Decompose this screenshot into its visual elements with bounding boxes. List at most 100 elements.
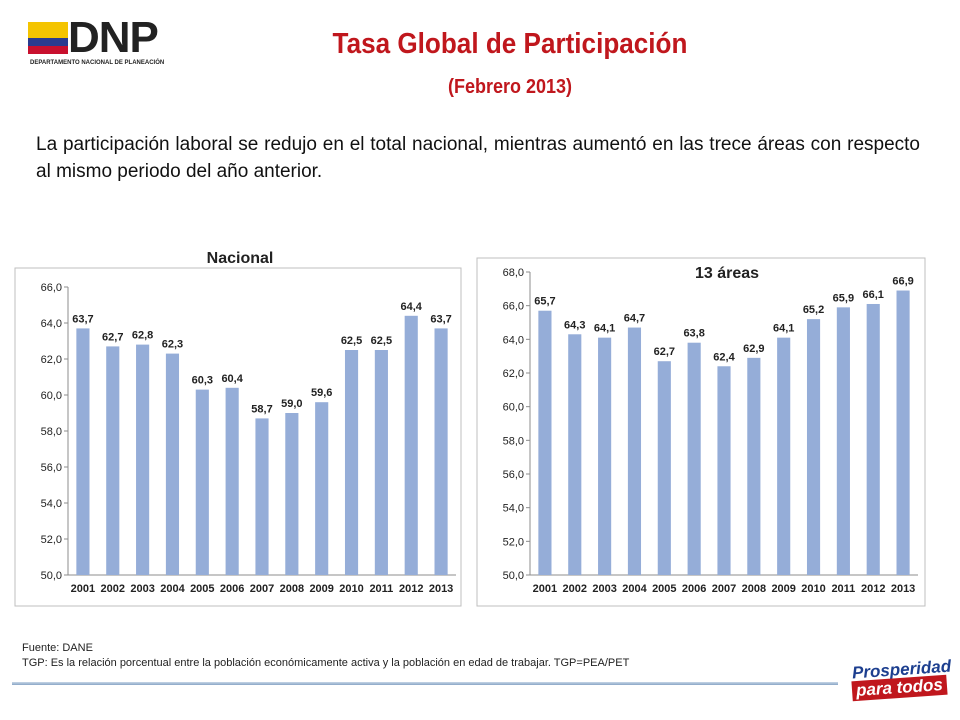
x-tick-label: 2008 bbox=[742, 583, 766, 595]
data-label: 62,4 bbox=[713, 351, 735, 363]
y-tick-label: 52,0 bbox=[41, 534, 62, 546]
y-tick-label: 62,0 bbox=[41, 354, 62, 366]
x-tick-label: 2012 bbox=[399, 583, 423, 595]
bar-2003 bbox=[598, 337, 612, 575]
x-tick-label: 2005 bbox=[190, 583, 214, 595]
y-tick-label: 56,0 bbox=[41, 462, 62, 474]
logo-text: DNP bbox=[68, 13, 159, 62]
x-tick-label: 2009 bbox=[309, 583, 333, 595]
data-label: 66,1 bbox=[863, 289, 884, 301]
y-tick-label: 60,0 bbox=[41, 390, 62, 402]
x-tick-label: 2008 bbox=[280, 583, 304, 595]
y-tick-label: 66,0 bbox=[503, 301, 524, 313]
x-tick-label: 2013 bbox=[891, 583, 915, 595]
bar-2004 bbox=[627, 327, 642, 575]
x-tick-label: 2005 bbox=[652, 583, 676, 595]
data-label: 59,6 bbox=[311, 387, 332, 399]
x-tick-label: 2002 bbox=[101, 583, 125, 595]
x-tick-label: 2002 bbox=[563, 583, 587, 595]
bar-2013 bbox=[896, 290, 910, 575]
bar-2013 bbox=[434, 328, 448, 575]
y-tick-label: 54,0 bbox=[503, 503, 524, 515]
data-label: 59,0 bbox=[281, 398, 302, 410]
data-label: 64,7 bbox=[624, 313, 645, 325]
y-tick-label: 64,0 bbox=[503, 334, 524, 346]
y-tick-label: 56,0 bbox=[503, 469, 524, 481]
colombia-flag-icon bbox=[28, 22, 68, 54]
data-label: 62,3 bbox=[162, 339, 183, 351]
data-label: 62,5 bbox=[341, 335, 362, 347]
data-label: 64,3 bbox=[564, 319, 585, 331]
x-tick-label: 2011 bbox=[831, 583, 855, 595]
bar-2012 bbox=[404, 315, 418, 575]
data-label: 62,7 bbox=[102, 331, 123, 343]
data-label: 62,8 bbox=[132, 330, 153, 342]
chart-frame bbox=[476, 257, 926, 607]
bar-2003 bbox=[136, 344, 150, 575]
data-label: 62,5 bbox=[371, 335, 392, 347]
y-tick-label: 54,0 bbox=[41, 498, 62, 510]
data-label: 65,7 bbox=[534, 296, 555, 308]
bar-2005 bbox=[657, 361, 671, 575]
data-label: 62,9 bbox=[743, 343, 764, 355]
data-label: 60,3 bbox=[192, 375, 213, 387]
prosperidad-logo: Prosperidad para todos bbox=[846, 656, 952, 706]
bar-2005 bbox=[195, 389, 209, 575]
chart-frame bbox=[14, 267, 462, 607]
data-label: 64,4 bbox=[401, 301, 423, 313]
x-tick-label: 2007 bbox=[712, 583, 736, 595]
bar-2007 bbox=[255, 418, 269, 575]
data-label: 65,9 bbox=[833, 292, 854, 304]
bar-2001 bbox=[76, 328, 90, 575]
data-label: 65,2 bbox=[803, 304, 824, 316]
bar-2006 bbox=[225, 387, 239, 575]
x-tick-label: 2004 bbox=[160, 583, 185, 595]
y-tick-label: 58,0 bbox=[503, 435, 524, 447]
x-tick-label: 2012 bbox=[861, 583, 885, 595]
data-label: 62,7 bbox=[654, 346, 675, 358]
bar-2009 bbox=[315, 402, 329, 575]
data-label: 60,4 bbox=[221, 373, 243, 385]
x-tick-label: 2003 bbox=[130, 583, 154, 595]
chart-title: 13 áreas bbox=[695, 265, 759, 282]
bar-2011 bbox=[836, 307, 850, 575]
bar-2009 bbox=[777, 337, 791, 575]
x-tick-label: 2010 bbox=[801, 583, 825, 595]
tgp-definition: TGP: Es la relación porcentual entre la … bbox=[22, 657, 630, 669]
dnp-logo: DNP DEPARTAMENTO NACIONAL DE PLANEACIÓN bbox=[22, 14, 182, 72]
data-label: 63,7 bbox=[72, 313, 93, 325]
y-tick-label: 60,0 bbox=[503, 402, 524, 414]
bar-2007 bbox=[717, 366, 731, 575]
x-tick-label: 2009 bbox=[771, 583, 795, 595]
data-label: 64,1 bbox=[594, 323, 615, 335]
page-subtitle: (Febrero 2013) bbox=[447, 76, 573, 98]
y-tick-label: 52,0 bbox=[503, 536, 524, 548]
bar-2008 bbox=[285, 413, 299, 575]
x-tick-label: 2004 bbox=[622, 583, 647, 595]
data-label: 63,7 bbox=[430, 313, 451, 325]
x-tick-label: 2010 bbox=[339, 583, 363, 595]
x-tick-label: 2007 bbox=[250, 583, 274, 595]
footer-divider bbox=[12, 682, 838, 685]
bar-2012 bbox=[866, 303, 880, 575]
x-tick-label: 2003 bbox=[592, 583, 616, 595]
x-tick-label: 2006 bbox=[682, 583, 706, 595]
y-tick-label: 50,0 bbox=[41, 570, 62, 582]
bar-2006 bbox=[687, 342, 701, 575]
logo-subtitle: DEPARTAMENTO NACIONAL DE PLANEACIÓN bbox=[30, 60, 165, 66]
y-tick-label: 50,0 bbox=[503, 570, 524, 582]
y-tick-label: 64,0 bbox=[41, 318, 62, 330]
bar-2002 bbox=[106, 346, 120, 575]
bar-2004 bbox=[165, 353, 180, 575]
data-label: 63,8 bbox=[683, 328, 704, 340]
chart-title: Nacional bbox=[207, 250, 274, 267]
y-tick-label: 62,0 bbox=[503, 368, 524, 380]
x-tick-label: 2013 bbox=[429, 583, 453, 595]
y-tick-label: 58,0 bbox=[41, 426, 62, 438]
x-tick-label: 2001 bbox=[71, 583, 95, 595]
source-note: Fuente: DANE bbox=[22, 642, 93, 654]
bar-2010 bbox=[344, 350, 359, 575]
x-tick-label: 2001 bbox=[533, 583, 557, 595]
y-tick-label: 66,0 bbox=[41, 282, 62, 294]
